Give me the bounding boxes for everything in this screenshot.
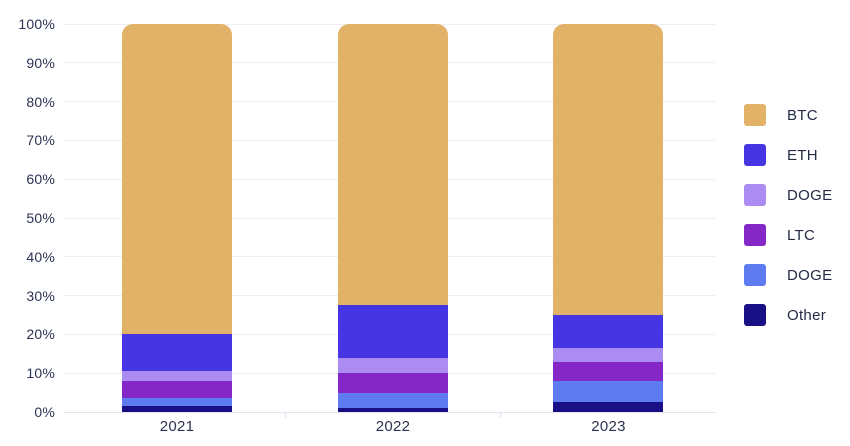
x-axis-category-label: 2021	[159, 418, 195, 435]
legend-swatch-other	[744, 304, 766, 326]
legend-label: LTC	[787, 226, 816, 244]
legend-item-other[interactable]: Other	[744, 304, 832, 326]
legend-label: BTC	[787, 106, 818, 124]
y-axis-tick-label: 20%	[26, 326, 55, 343]
legend-swatch-eth	[744, 144, 766, 166]
bar-2022	[338, 24, 448, 412]
bar-2021	[122, 24, 232, 412]
bar-segment-doge-4[interactable]	[338, 392, 448, 409]
y-axis: 100% 90% 80% 70% 60% 50% 40% 30% 20% 10% 0%	[0, 16, 55, 420]
bar-segment-eth-1[interactable]	[338, 305, 448, 358]
y-axis-tick-label: 40%	[26, 248, 55, 265]
y-axis-tick-label: 60%	[26, 171, 55, 188]
bar-segment-other-5[interactable]	[553, 402, 663, 412]
bar-segment-doge-4[interactable]	[553, 380, 663, 403]
bar-segment-doge-2[interactable]	[553, 347, 663, 362]
legend-item-doge[interactable]: DOGE	[744, 264, 832, 286]
legend-label: ETH	[787, 146, 818, 164]
legend-swatch-doge	[744, 184, 766, 206]
legend: BTC ETH DOGE LTC DOGE Other	[744, 104, 832, 326]
legend-swatch-doge	[744, 264, 766, 286]
x-axis-category-label: 2023	[591, 418, 626, 435]
plot-area: 2021 2022 2023	[64, 23, 716, 435]
y-axis-tick-label: 50%	[26, 210, 55, 226]
bar-segment-eth-1[interactable]	[122, 334, 232, 372]
legend-label: DOGE	[787, 266, 833, 284]
legend-label: Other	[787, 306, 827, 324]
legend-item-ltc[interactable]: LTC	[744, 224, 832, 246]
bar-segment-other-5[interactable]	[338, 408, 448, 412]
bar-segment-ltc-3[interactable]	[338, 373, 448, 393]
legend-label: DOGE	[787, 186, 833, 204]
y-axis-tick-label: 70%	[26, 132, 55, 149]
legend-item-eth[interactable]: ETH	[744, 144, 832, 166]
x-axis-tick	[500, 412, 501, 418]
bar-segment-ltc-3[interactable]	[122, 380, 232, 399]
legend-swatch-ltc	[744, 224, 766, 246]
y-axis-tick-label: 100%	[18, 16, 55, 32]
y-axis-tick-label: 0%	[34, 404, 55, 420]
gridline	[64, 411, 716, 413]
x-axis-category-label: 2022	[375, 418, 411, 435]
y-axis-tick-label: 90%	[26, 54, 55, 71]
bar-segment-doge-4[interactable]	[122, 398, 232, 407]
bar-segment-doge-2[interactable]	[122, 371, 232, 381]
y-axis-tick-label: 30%	[26, 287, 55, 304]
legend-item-btc[interactable]: BTC	[744, 104, 832, 126]
y-axis-tick-label: 80%	[26, 93, 55, 110]
bar-2023	[553, 24, 663, 412]
legend-swatch-btc	[744, 104, 766, 126]
bar-segment-btc-0[interactable]	[122, 24, 232, 335]
legend-item-doge[interactable]: DOGE	[744, 184, 832, 206]
x-axis-tick	[285, 412, 286, 418]
bar-segment-other-5[interactable]	[122, 406, 232, 412]
bar-segment-ltc-3[interactable]	[553, 361, 663, 381]
bar-segment-eth-1[interactable]	[553, 315, 663, 348]
bar-segment-btc-0[interactable]	[338, 24, 448, 306]
y-axis-tick-label: 10%	[26, 365, 55, 382]
bar-segment-doge-2[interactable]	[338, 357, 448, 374]
bar-segment-btc-0[interactable]	[553, 24, 663, 315]
